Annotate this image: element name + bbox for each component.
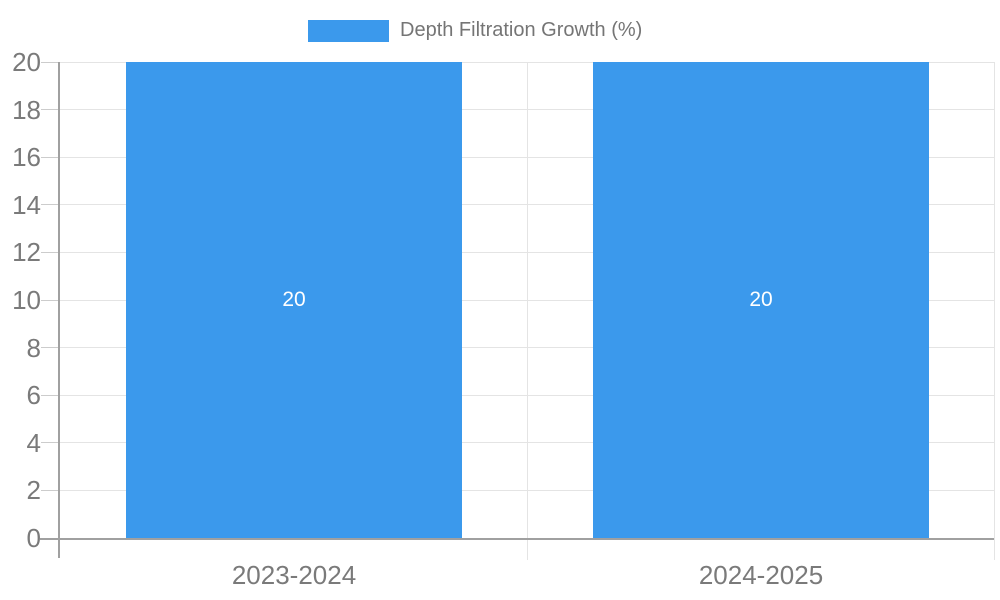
y-tick-label: 20 bbox=[12, 47, 41, 77]
chart-legend: Depth Filtration Growth (%) bbox=[308, 19, 642, 42]
y-tick-mark bbox=[41, 299, 60, 301]
y-tick-mark bbox=[41, 156, 60, 158]
y-tick-mark bbox=[41, 251, 60, 253]
y-tick-mark bbox=[41, 109, 60, 111]
x-axis-line bbox=[40, 538, 994, 540]
legend-swatch bbox=[308, 19, 389, 42]
legend-label: Depth Filtration Growth (%) bbox=[400, 19, 643, 41]
y-tick-label: 14 bbox=[12, 189, 41, 220]
y-tick-label: 4 bbox=[26, 427, 41, 458]
x-axis-label: 2023-2024 bbox=[231, 560, 357, 590]
bar-value-label: 20 bbox=[749, 288, 773, 311]
bar bbox=[126, 62, 462, 538]
bar-value-label: 20 bbox=[282, 288, 306, 311]
y-tick-label: 2 bbox=[26, 475, 41, 506]
y-tick-mark bbox=[41, 489, 60, 491]
category-separator bbox=[526, 62, 528, 560]
y-tick-label: 6 bbox=[26, 380, 41, 411]
y-tick-mark bbox=[41, 204, 60, 206]
y-tick-mark bbox=[41, 61, 60, 63]
y-tick-mark bbox=[41, 347, 60, 349]
y-tick-label: 8 bbox=[26, 332, 41, 363]
y-tick-mark bbox=[41, 394, 60, 396]
y-axis-line bbox=[58, 62, 60, 558]
x-axis-label: 2024-2025 bbox=[698, 560, 824, 590]
y-tick-label: 12 bbox=[12, 237, 41, 268]
plot-right-border bbox=[993, 62, 995, 560]
y-tick-label: 0 bbox=[26, 523, 41, 553]
y-tick-label: 10 bbox=[12, 285, 41, 315]
y-tick-label: 18 bbox=[12, 94, 41, 125]
y-tick-label: 16 bbox=[12, 142, 41, 173]
y-tick-mark bbox=[41, 442, 60, 444]
bar bbox=[593, 62, 929, 538]
